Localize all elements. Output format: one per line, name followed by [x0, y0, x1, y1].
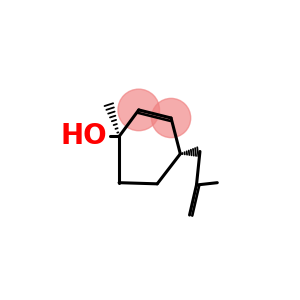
Text: HO: HO — [61, 122, 108, 151]
Circle shape — [118, 89, 160, 131]
Circle shape — [152, 98, 191, 138]
